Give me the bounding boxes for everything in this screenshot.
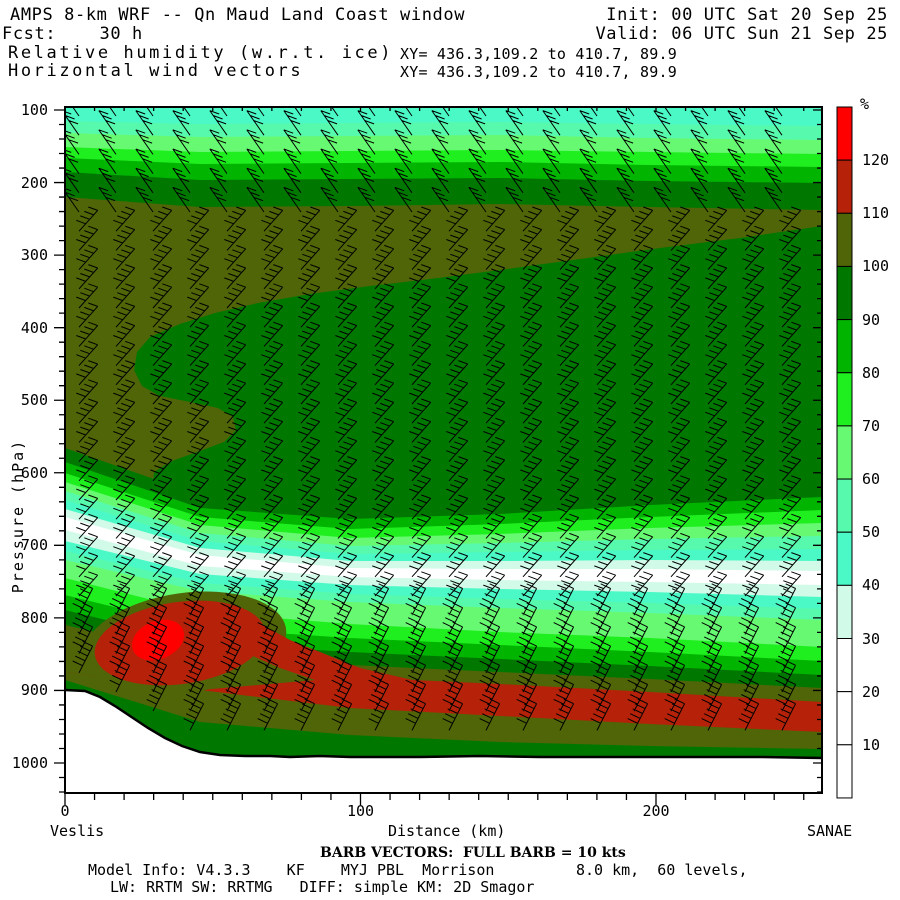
- x-tick-label: 200: [642, 802, 670, 820]
- colorbar-tick-label: 30: [862, 629, 881, 648]
- colorbar-tick-label: 120: [862, 151, 890, 170]
- colorbar-segment: [836, 531, 853, 586]
- vector-xy-range: XY= 436.3,109.2 to 410.7, 89.9: [400, 63, 677, 81]
- plot-frame: [54, 106, 823, 805]
- terrain-surface-line: [65, 688, 822, 760]
- colorbar-segment: [836, 425, 853, 480]
- moist-layer-blob: [134, 226, 822, 514]
- model-info-line1: Model Info: V4.3.3 KF MYJ PBL Morrison: [88, 861, 495, 879]
- init-time: Init: 00 UTC Sat 20 Sep 25: [606, 5, 888, 25]
- x-tick-label: 0: [60, 802, 70, 820]
- colorbar-tick-label: 70: [862, 416, 881, 435]
- colorbar: [836, 106, 853, 799]
- y-tick-label: 300: [20, 246, 48, 265]
- colorbar-tick-label: 90: [862, 310, 881, 329]
- y-tick-label: 700: [20, 536, 48, 555]
- terrain-mask: [65, 690, 822, 793]
- y-tick-label: 500: [20, 391, 48, 410]
- supersaturation-feature: [131, 619, 185, 661]
- x-tick-label: 100: [346, 802, 375, 820]
- wind-barbs: [65, 107, 802, 731]
- colorbar-segment: [836, 106, 853, 161]
- station-left: Veslis: [50, 822, 105, 840]
- colorbar-tick-label: 80: [862, 363, 881, 382]
- colorbar-segment: [836, 265, 853, 321]
- y-tick-label: 100: [20, 101, 48, 119]
- x-axis-title: Distance (km): [388, 822, 506, 840]
- model-info-line2: LW: RRTM SW: RRTMG DIFF: simple KM: 2D S…: [110, 878, 535, 896]
- colorbar-segment: [836, 744, 853, 799]
- colorbar-tick-label: 100: [862, 257, 890, 276]
- colorbar-segment: [836, 212, 853, 267]
- station-right: SANAE: [807, 822, 853, 840]
- colorbar-tick-label: 110: [862, 204, 890, 223]
- y-axis-title: Pressure (hPa): [9, 438, 27, 594]
- colorbar-tick-label: 40: [862, 576, 881, 595]
- colorbar-segment: [836, 638, 853, 693]
- colorbar-tick-label: 60: [862, 470, 881, 489]
- page-title: AMPS 8-km WRF -- Qn Maud Land Coast wind…: [10, 5, 466, 25]
- colorbar-segment: [836, 319, 853, 374]
- y-tick-label: 200: [20, 173, 48, 192]
- colorbar-segment: [836, 584, 853, 639]
- forecast-hour: Fcst: 30 h: [2, 24, 143, 44]
- vector-title: Horizontal wind vectors: [8, 61, 304, 81]
- field-xy-range: XY= 436.3,109.2 to 410.7, 89.9: [400, 45, 677, 63]
- colorbar-tick-label: 10: [862, 735, 881, 754]
- valid-time: Valid: 06 UTC Sun 21 Sep 25: [595, 24, 888, 44]
- colorbar-tick-label: 50: [862, 523, 881, 542]
- y-tick-label: 400: [20, 318, 48, 337]
- colorbar-tick-label: 20: [862, 682, 881, 701]
- supersaturation-feature: [235, 610, 430, 700]
- rh-field: [65, 107, 822, 793]
- y-tick-label: 800: [20, 608, 48, 627]
- field-title: Relative humidity (w.r.t. ice): [8, 43, 394, 63]
- model-info-line1-right: 8.0 km, 60 levels,: [576, 861, 748, 879]
- colorbar-unit: %: [860, 95, 870, 113]
- colorbar-segment: [836, 691, 853, 746]
- colorbar-segment: [836, 478, 853, 533]
- colorbar-segment: [836, 372, 853, 427]
- colorbar-segment: [836, 159, 853, 214]
- y-tick-label: 1000: [11, 754, 48, 772]
- y-tick-label: 600: [20, 463, 48, 482]
- barb-legend: BARB VECTORS: FULL BARB = 10 kts: [320, 845, 626, 861]
- y-tick-label: 900: [20, 681, 48, 700]
